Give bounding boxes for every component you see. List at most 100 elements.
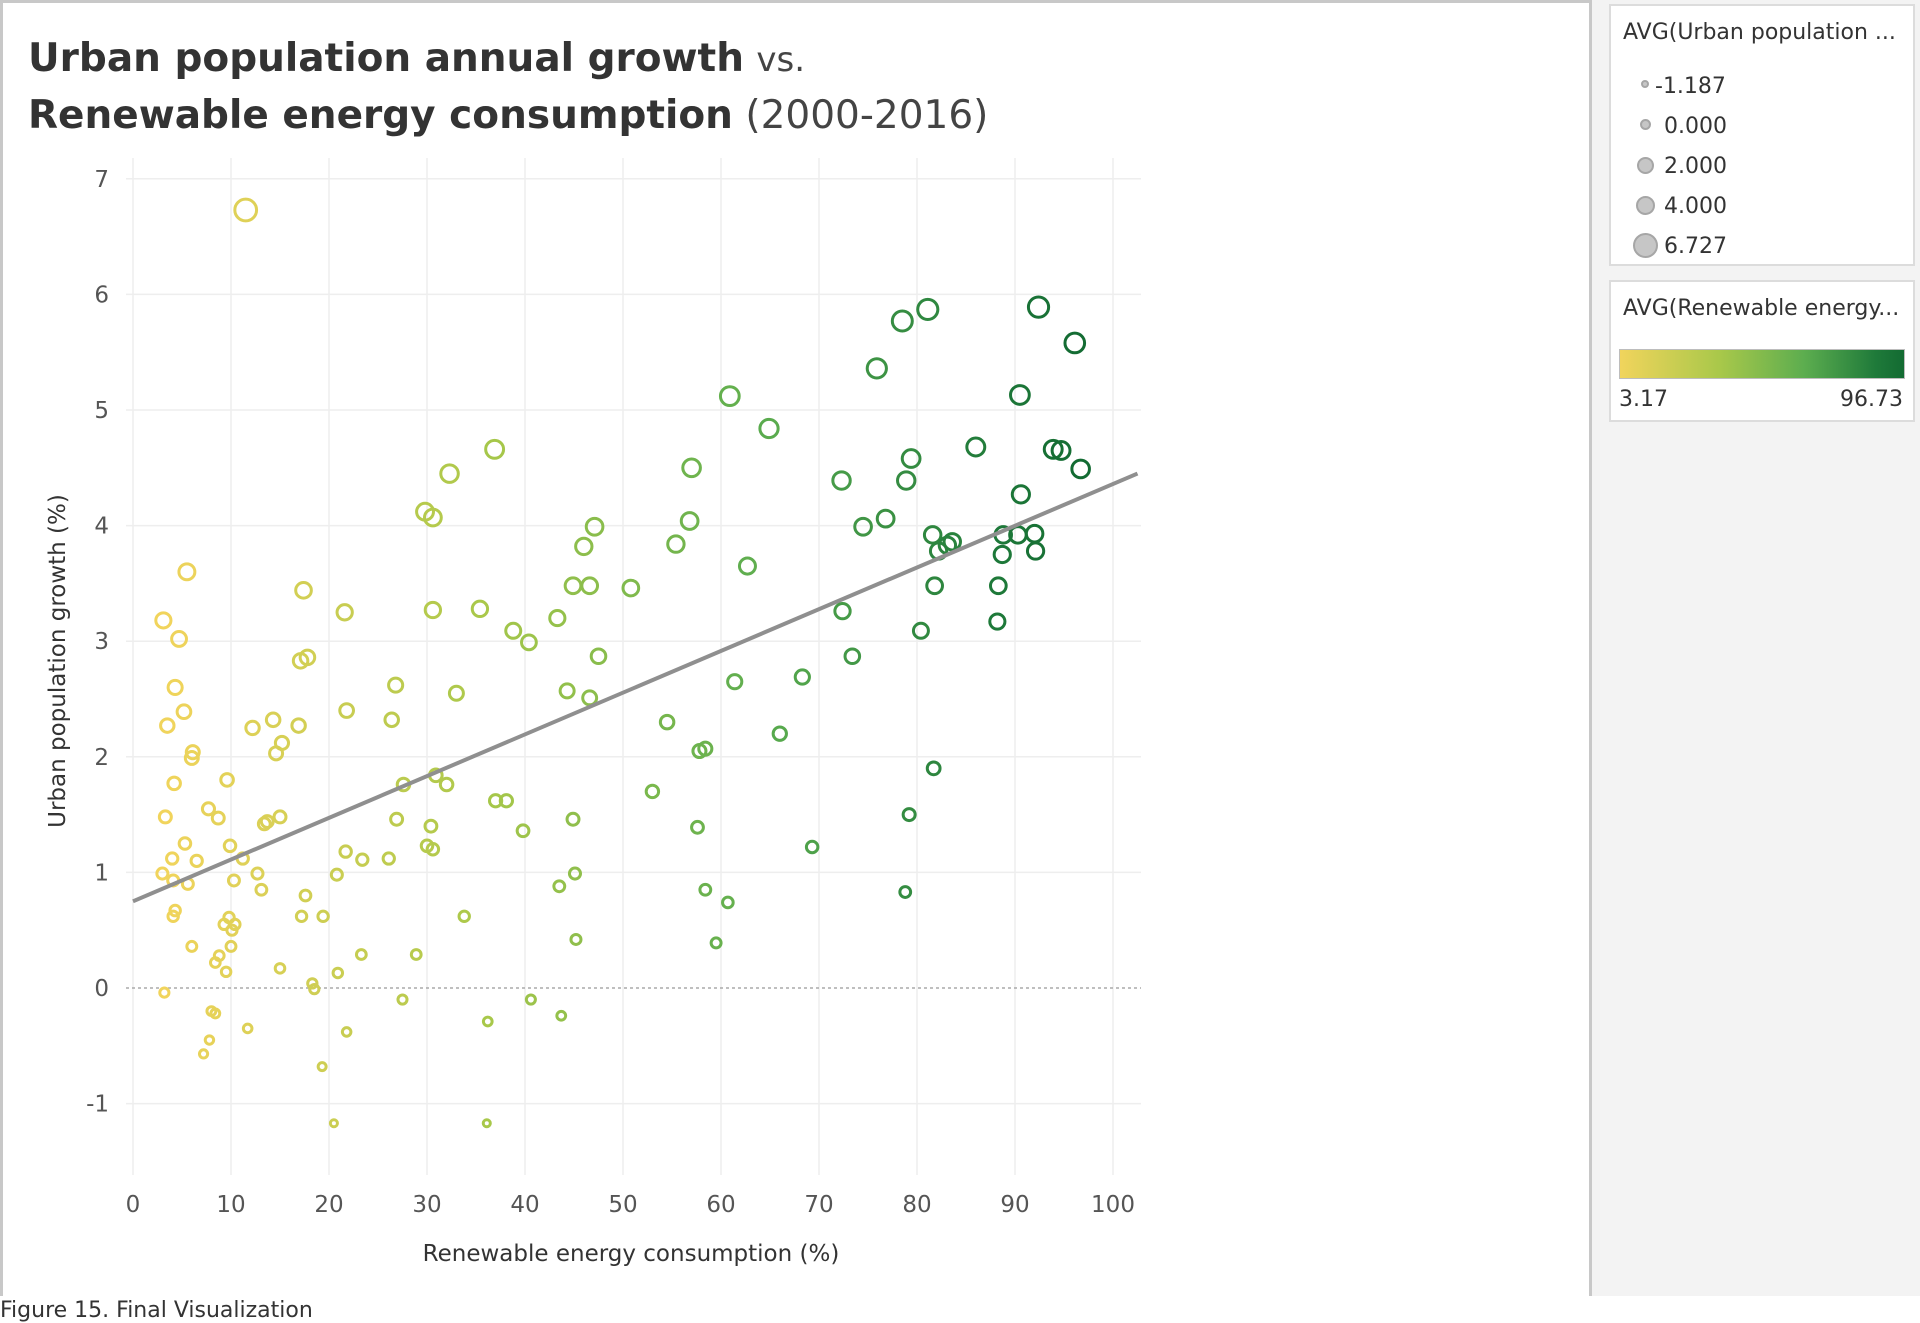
data-point [1026, 295, 1051, 319]
data-point [383, 711, 400, 729]
size-legend-title: AVG(Urban population ... [1623, 20, 1896, 45]
data-point [804, 839, 820, 855]
data-point [992, 544, 1012, 565]
size-legend-label: 0.000 [1664, 114, 1727, 139]
data-point [355, 852, 370, 867]
data-point [697, 740, 714, 757]
data-point [273, 962, 287, 975]
size-marker-icon [1633, 233, 1658, 258]
data-point [925, 760, 942, 777]
data-point [159, 717, 176, 734]
x-tick-label: 50 [608, 1192, 637, 1218]
data-point [340, 1026, 353, 1038]
data-point [942, 532, 962, 552]
data-point [567, 866, 583, 881]
color-legend[interactable]: AVG(Renewable energy... 3.17 96.73 [1609, 280, 1915, 422]
title-line2-bold: Renewable energy consumption [28, 93, 733, 138]
color-legend-max: 96.73 [1840, 387, 1903, 412]
data-point [294, 581, 313, 600]
data-point [865, 357, 888, 380]
data-point [189, 853, 204, 868]
title-line1-normal: vs. [756, 40, 806, 80]
data-point [831, 470, 852, 491]
x-tick-label: 20 [314, 1192, 343, 1218]
data-point [396, 993, 409, 1006]
data-point [264, 711, 282, 729]
data-point [272, 809, 288, 825]
data-point [457, 909, 471, 924]
legend-sidebar: AVG(Urban population ... -1.187 0.000 2.… [1592, 0, 1920, 1296]
data-point [155, 866, 170, 881]
data-point [524, 993, 537, 1006]
data-point [552, 879, 567, 894]
data-point [423, 600, 443, 620]
size-legend-label: 4.000 [1664, 194, 1727, 219]
data-point [447, 684, 465, 702]
data-point [157, 809, 173, 825]
data-point [1050, 440, 1072, 461]
color-legend-min: 3.17 [1619, 387, 1668, 412]
color-legend-title: AVG(Renewable energy... [1623, 296, 1900, 321]
title-line1-bold: Urban population annual growth [28, 36, 744, 81]
data-point [737, 556, 757, 576]
x-tick-label: 0 [126, 1192, 141, 1218]
data-point [965, 436, 987, 458]
data-point [306, 977, 319, 990]
x-tick-label: 40 [510, 1192, 539, 1218]
data-point [569, 932, 583, 946]
data-point [208, 956, 222, 969]
y-tick-label: 7 [94, 167, 109, 193]
data-point [1010, 484, 1031, 505]
data-point [520, 633, 538, 652]
data-point [294, 909, 309, 924]
data-point [901, 807, 917, 823]
size-legend[interactable]: AVG(Urban population ... -1.187 0.000 2.… [1609, 4, 1915, 266]
title-line2-normal: (2000-2016) [745, 93, 989, 138]
data-point [222, 838, 238, 854]
worksheet-pane: Urban population annual growth vs. Renew… [0, 0, 1592, 1296]
data-point [565, 811, 581, 827]
data-point [183, 749, 200, 766]
data-point [644, 783, 661, 800]
data-point [758, 417, 780, 440]
data-point [922, 525, 943, 545]
data-point [690, 819, 705, 835]
x-tick-label: 70 [804, 1192, 833, 1218]
data-point [916, 297, 940, 322]
y-tick-label: 1 [94, 860, 109, 886]
data-point [555, 1009, 568, 1022]
data-point [166, 909, 180, 924]
data-point [244, 719, 261, 737]
data-point [316, 909, 330, 924]
size-legend-item: 6.727 [1611, 228, 1913, 268]
data-point [793, 668, 811, 686]
data-point [896, 470, 917, 491]
data-point [438, 776, 455, 793]
data-point [209, 1007, 222, 1020]
size-legend-item: 0.000 [1611, 108, 1913, 148]
size-legend-label: 2.000 [1664, 154, 1727, 179]
y-tick-label: 3 [94, 629, 109, 655]
data-point [580, 576, 600, 596]
data-point [316, 1061, 328, 1073]
data-point [158, 986, 171, 999]
data-point [203, 1034, 216, 1046]
data-point [298, 888, 313, 903]
data-point [718, 385, 741, 408]
data-point [298, 648, 317, 667]
data-point [308, 983, 321, 996]
x-tick-label: 10 [216, 1192, 245, 1218]
data-point [771, 725, 788, 742]
size-legend-item: 4.000 [1611, 188, 1913, 228]
trend-line[interactable] [132, 471, 1139, 904]
size-legend-item: -1.187 [1611, 68, 1913, 108]
data-point [698, 882, 713, 897]
data-point [481, 1118, 492, 1129]
y-axis-label: Urban population growth (%) [45, 494, 71, 828]
data-point [504, 621, 523, 640]
x-tick-label: 30 [412, 1192, 441, 1218]
data-point [423, 818, 439, 834]
data-point [439, 463, 460, 484]
data-point [185, 939, 199, 953]
data-point [1025, 541, 1046, 561]
